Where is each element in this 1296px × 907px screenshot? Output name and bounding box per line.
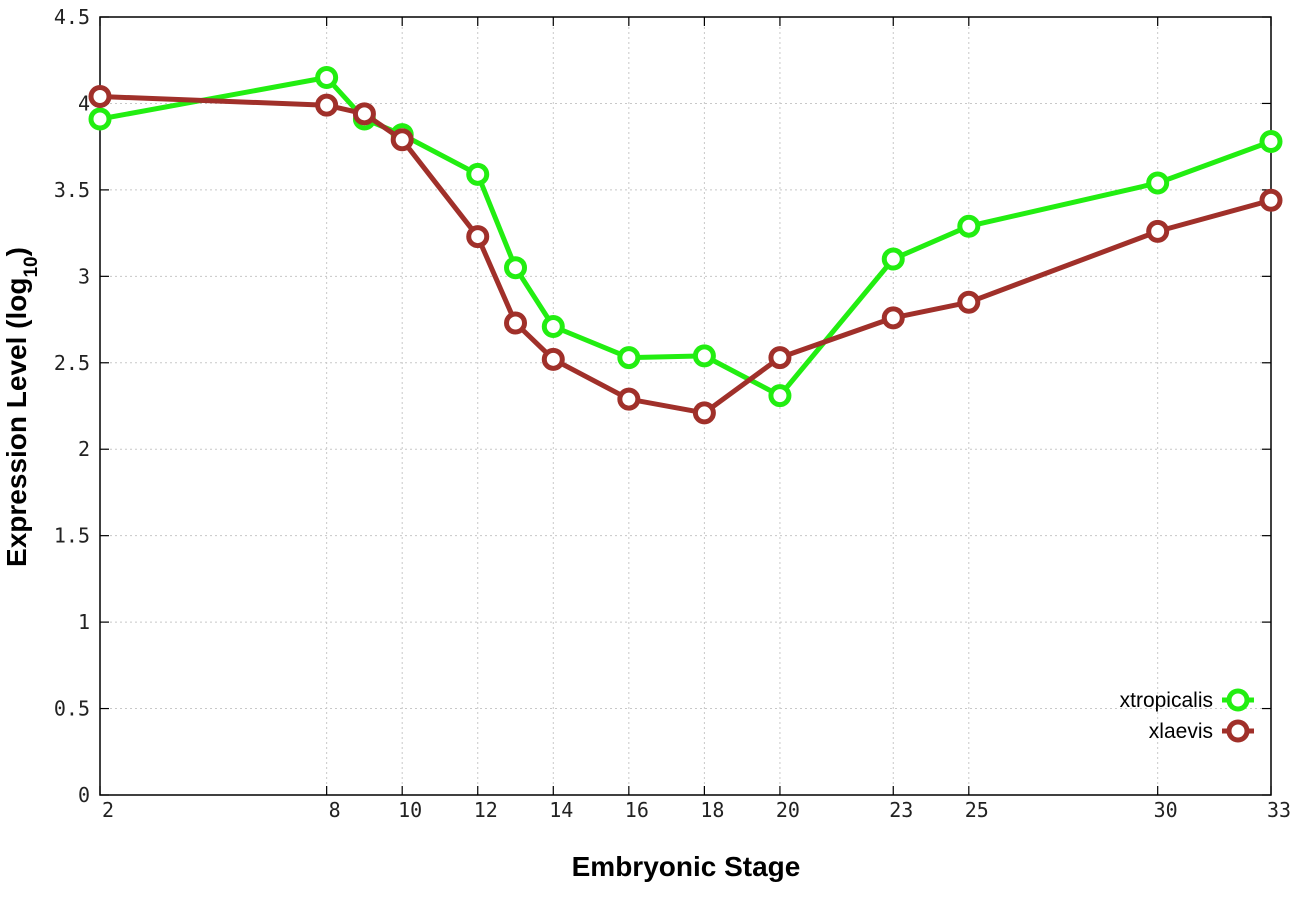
data-point xyxy=(957,290,981,314)
x-axis-title: Embryonic Stage xyxy=(572,851,801,882)
data-point xyxy=(692,344,716,368)
y-tick-label: 0.5 xyxy=(54,697,90,721)
data-point xyxy=(1146,171,1170,195)
data-point xyxy=(1259,188,1283,212)
series-line xyxy=(99,75,1272,399)
y-axis-title-main: Expression Level (log xyxy=(1,278,32,567)
series-xtropicalis xyxy=(88,66,1283,408)
y-tick-label: 2.5 xyxy=(54,351,90,375)
data-point xyxy=(315,93,339,117)
y-tick-label: 1.5 xyxy=(54,524,90,548)
data-point xyxy=(466,162,490,186)
data-point xyxy=(88,107,112,131)
data-point xyxy=(617,387,641,411)
y-axis-title: Expression Level (log10) xyxy=(1,247,42,567)
series-xlaevis xyxy=(88,85,1283,425)
y-tick-label: 3.5 xyxy=(54,178,90,202)
data-point xyxy=(692,401,716,425)
data-point xyxy=(1146,219,1170,243)
y-tick-label: 1 xyxy=(78,610,90,634)
x-tick-label: 8 xyxy=(329,798,341,822)
legend-label: xtropicalis xyxy=(1120,689,1213,712)
data-point xyxy=(881,247,905,271)
y-tick-label: 3 xyxy=(78,264,90,288)
data-point xyxy=(390,128,414,152)
x-tick-label: 12 xyxy=(474,798,498,822)
legend-swatch-marker xyxy=(1226,719,1250,743)
x-tick-label: 25 xyxy=(965,798,989,822)
data-point xyxy=(957,214,981,238)
data-point xyxy=(881,306,905,330)
x-tick-label: 10 xyxy=(398,798,422,822)
x-tick-label: 16 xyxy=(625,798,649,822)
data-point xyxy=(504,311,528,335)
legend: xtropicalis xlaevis xyxy=(1120,688,1254,743)
x-tick-label: 23 xyxy=(889,798,913,822)
x-tick-label: 20 xyxy=(776,798,800,822)
y-tick-label: 4 xyxy=(78,91,90,115)
y-tick-label: 0 xyxy=(78,783,90,807)
legend-label: xlaevis xyxy=(1149,720,1213,743)
data-point xyxy=(88,85,112,109)
x-axis-ticks: 2 8 10 12 14 16 18 20 23 25 30 33 xyxy=(99,17,1291,822)
y-axis-ticks: 0 0.5 1 1.5 2 2.5 3 3.5 4 4.5 xyxy=(54,5,1271,807)
plot-area-frame xyxy=(99,16,1272,796)
y-tick-label: 2 xyxy=(78,437,90,461)
series-line xyxy=(99,94,1272,416)
data-point xyxy=(768,384,792,408)
data-point xyxy=(1259,129,1283,153)
data-point xyxy=(504,256,528,280)
x-tick-label: 2 xyxy=(102,798,114,822)
x-tick-label: 30 xyxy=(1154,798,1178,822)
data-point xyxy=(617,346,641,370)
y-axis-title-subscript: 10 xyxy=(21,256,42,277)
legend-swatch-marker xyxy=(1226,688,1250,712)
x-tick-label: 14 xyxy=(549,798,573,822)
y-axis-title-close: ) xyxy=(1,247,32,256)
x-tick-label: 33 xyxy=(1267,798,1291,822)
series-group xyxy=(88,66,1283,425)
data-point xyxy=(768,346,792,370)
data-point xyxy=(315,66,339,90)
data-point xyxy=(352,102,376,126)
data-point xyxy=(541,314,565,338)
data-point xyxy=(541,347,565,371)
x-tick-label: 18 xyxy=(700,798,724,822)
y-tick-label: 4.5 xyxy=(54,5,90,29)
data-point xyxy=(466,225,490,249)
grid xyxy=(100,17,1271,795)
